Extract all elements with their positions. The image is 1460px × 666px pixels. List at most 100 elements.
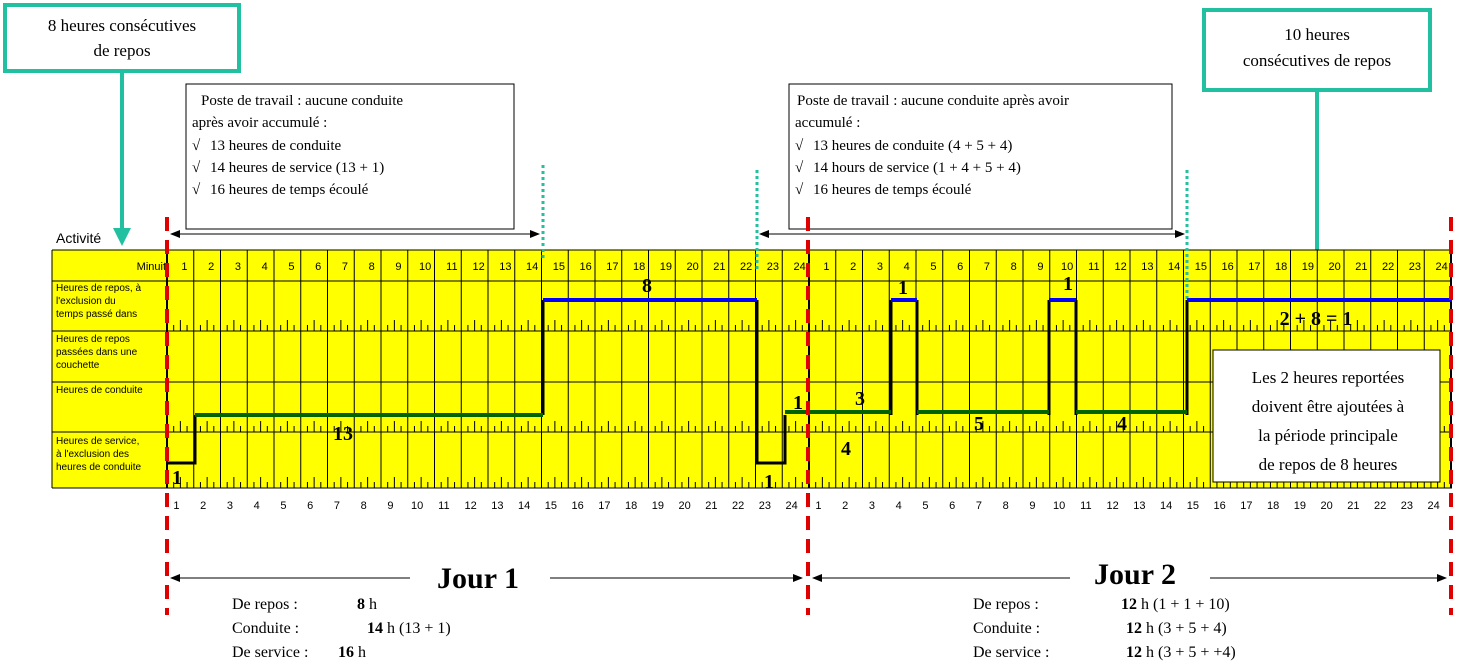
bottom-hour-label: 13 (491, 500, 503, 512)
label-off-duty-day2-b: 1 (1063, 273, 1073, 295)
top-hour-label: 7 (342, 261, 348, 273)
label-off-duty-day2-a: 1 (898, 277, 908, 299)
row-label-line: l'exclusion du (56, 296, 116, 307)
day2-title: Jour 2 (1094, 558, 1176, 591)
infobox-day2-check-1: √ (795, 138, 804, 154)
carryover-note-box (1212, 349, 1441, 483)
top-hour-label: 2 (208, 261, 214, 273)
bottom-hour-label: 7 (976, 500, 982, 512)
bottom-hour-label: 24 (786, 500, 798, 512)
infobox-day2-check-2: √ (795, 160, 804, 176)
carryover-note-line-1: Les 2 heures reportées (1252, 368, 1404, 387)
day1-summary: De repos : 8 h Conduite : 14 h (13 + 1) … (232, 596, 451, 661)
bottom-hour-label: 5 (922, 500, 928, 512)
bottom-hour-label: 16 (1214, 500, 1226, 512)
carryover-note: Les 2 heures reportées doivent être ajou… (1212, 349, 1441, 483)
day2-summary: De repos : 12 h (1 + 1 + 10) Conduite : … (973, 596, 1236, 661)
infobox-day2: Poste de travail : aucune conduite après… (788, 83, 1173, 230)
day2-duty-label: De service : (973, 644, 1049, 661)
bottom-hour-label: 18 (1267, 500, 1279, 512)
bottom-hour-label: 3 (227, 500, 233, 512)
top-hour-label: 18 (633, 261, 645, 273)
callout-rest-10h-line1: 10 heures (1284, 25, 1350, 44)
top-hour-label: 3 (877, 261, 883, 273)
bottom-hour-label: 20 (1321, 500, 1333, 512)
top-hour-label: 7 (984, 261, 990, 273)
day1-title: Jour 1 (437, 562, 519, 595)
day2-rest-value: 12 h (1 + 1 + 10) (1121, 596, 1230, 613)
infobox-day1: Poste de travail : aucune conduite après… (185, 83, 515, 230)
bottom-hour-label: 22 (1374, 500, 1386, 512)
label-driving-day1: 13 (333, 423, 353, 445)
bottom-hour-label: 11 (438, 500, 449, 512)
bottom-hour-label: 2 (200, 500, 206, 512)
infobox-day1-subtitle: après avoir accumulé : (192, 115, 327, 131)
top-hour-label: 11 (446, 261, 457, 273)
callout-rest-8h-box (3, 3, 241, 73)
top-hour-label: 5 (930, 261, 936, 273)
bottom-hour-label: 2 (842, 500, 848, 512)
bottom-hour-label: 21 (1347, 500, 1359, 512)
bottom-hour-labels: 1 2 3 4 5 6 7 8 9 10 11 12 13 14 15 16 17 18 19 20 21 22 23 24 1… (173, 500, 1439, 512)
top-hour-label: 22 (1382, 261, 1394, 273)
bottom-hour-label: 5 (280, 500, 286, 512)
row-label-line: Heures de repos (56, 334, 130, 345)
bottom-hour-label: 18 (625, 500, 637, 512)
top-hour-label: 24 (794, 261, 806, 273)
infobox-day2-item-1: 13 heures de conduite (4 + 5 + 4) (813, 138, 1012, 154)
top-hour-label: 16 (1222, 261, 1234, 273)
day1-duty-label: De service : (232, 644, 308, 661)
duty-trace-day2 (889, 300, 1189, 415)
label-on-duty-day1-a: 1 (172, 467, 182, 489)
label-off-duty-day1: 8 (642, 275, 652, 297)
bottom-hour-label: 20 (679, 500, 691, 512)
top-hour-label: 24 (1436, 261, 1448, 273)
bottom-hour-label: 10 (411, 500, 423, 512)
bottom-hour-label: 6 (949, 500, 955, 512)
label-driving-day2-b: 3 (855, 388, 865, 410)
day1-rest-value: 8 h (357, 596, 377, 613)
bottom-hour-label: 19 (1294, 500, 1306, 512)
bottom-hour-label: 17 (1240, 500, 1252, 512)
bottom-hour-label: 15 (545, 500, 557, 512)
bottom-hour-label: 13 (1133, 500, 1145, 512)
bottom-hour-label: 11 (1080, 500, 1091, 512)
label-driving-day2-a: 1 (793, 392, 803, 414)
bottom-hour-label: 9 (387, 500, 393, 512)
bottom-hour-label: 21 (705, 500, 717, 512)
bottom-hour-label: 4 (896, 500, 902, 512)
callout-rest-10h-line2: consécutives de repos (1243, 51, 1391, 70)
day2-driving-label: Conduite : (973, 620, 1040, 637)
bottom-hour-label: 4 (254, 500, 260, 512)
row-label-line: passées dans une (56, 347, 138, 358)
top-hour-label: 9 (1037, 261, 1043, 273)
row-label-line: à l'exclusion des (56, 449, 129, 460)
top-hour-label: 23 (1409, 261, 1421, 273)
infobox-day1-title: Poste de travail : aucune conduite (201, 93, 403, 109)
infobox-day2-item-2: 14 hours de service (1 + 4 + 5 + 4) (813, 160, 1021, 176)
day1-rest-label: De repos : (232, 596, 298, 613)
bottom-hour-label: 24 (1428, 500, 1440, 512)
top-hour-label: 15 (1195, 261, 1207, 273)
top-hour-label: 19 (660, 261, 672, 273)
bottom-hour-label: 23 (1401, 500, 1413, 512)
bottom-hour-label: 6 (307, 500, 313, 512)
row-label-line: Heures de service, (56, 436, 139, 447)
label-on-duty-day2: 4 (841, 438, 851, 460)
bottom-hour-label: 8 (361, 500, 367, 512)
label-driving-day2-d: 4 (1117, 413, 1127, 435)
bottom-hour-label: 1 (173, 500, 179, 512)
top-hour-label: 9 (395, 261, 401, 273)
bottom-hour-label: 16 (572, 500, 584, 512)
top-hour-label: 16 (580, 261, 592, 273)
top-hour-label: 17 (606, 261, 618, 273)
callout-rest-8h: 8 heures consécutives de repos (3, 3, 241, 246)
label-off-duty-day2-c: 2 + 8 = 1 (1280, 308, 1353, 330)
infobox-day1-check-2: √ (192, 160, 201, 176)
top-hour-label: 6 (957, 261, 963, 273)
top-hour-label: 4 (262, 261, 268, 273)
duty-graph: 8 1 1 2 + 8 = 1 13 1 3 5 4 1 1 4 (167, 273, 1452, 493)
bottom-hour-label: 8 (1003, 500, 1009, 512)
bottom-hour-label: 14 (518, 500, 530, 512)
